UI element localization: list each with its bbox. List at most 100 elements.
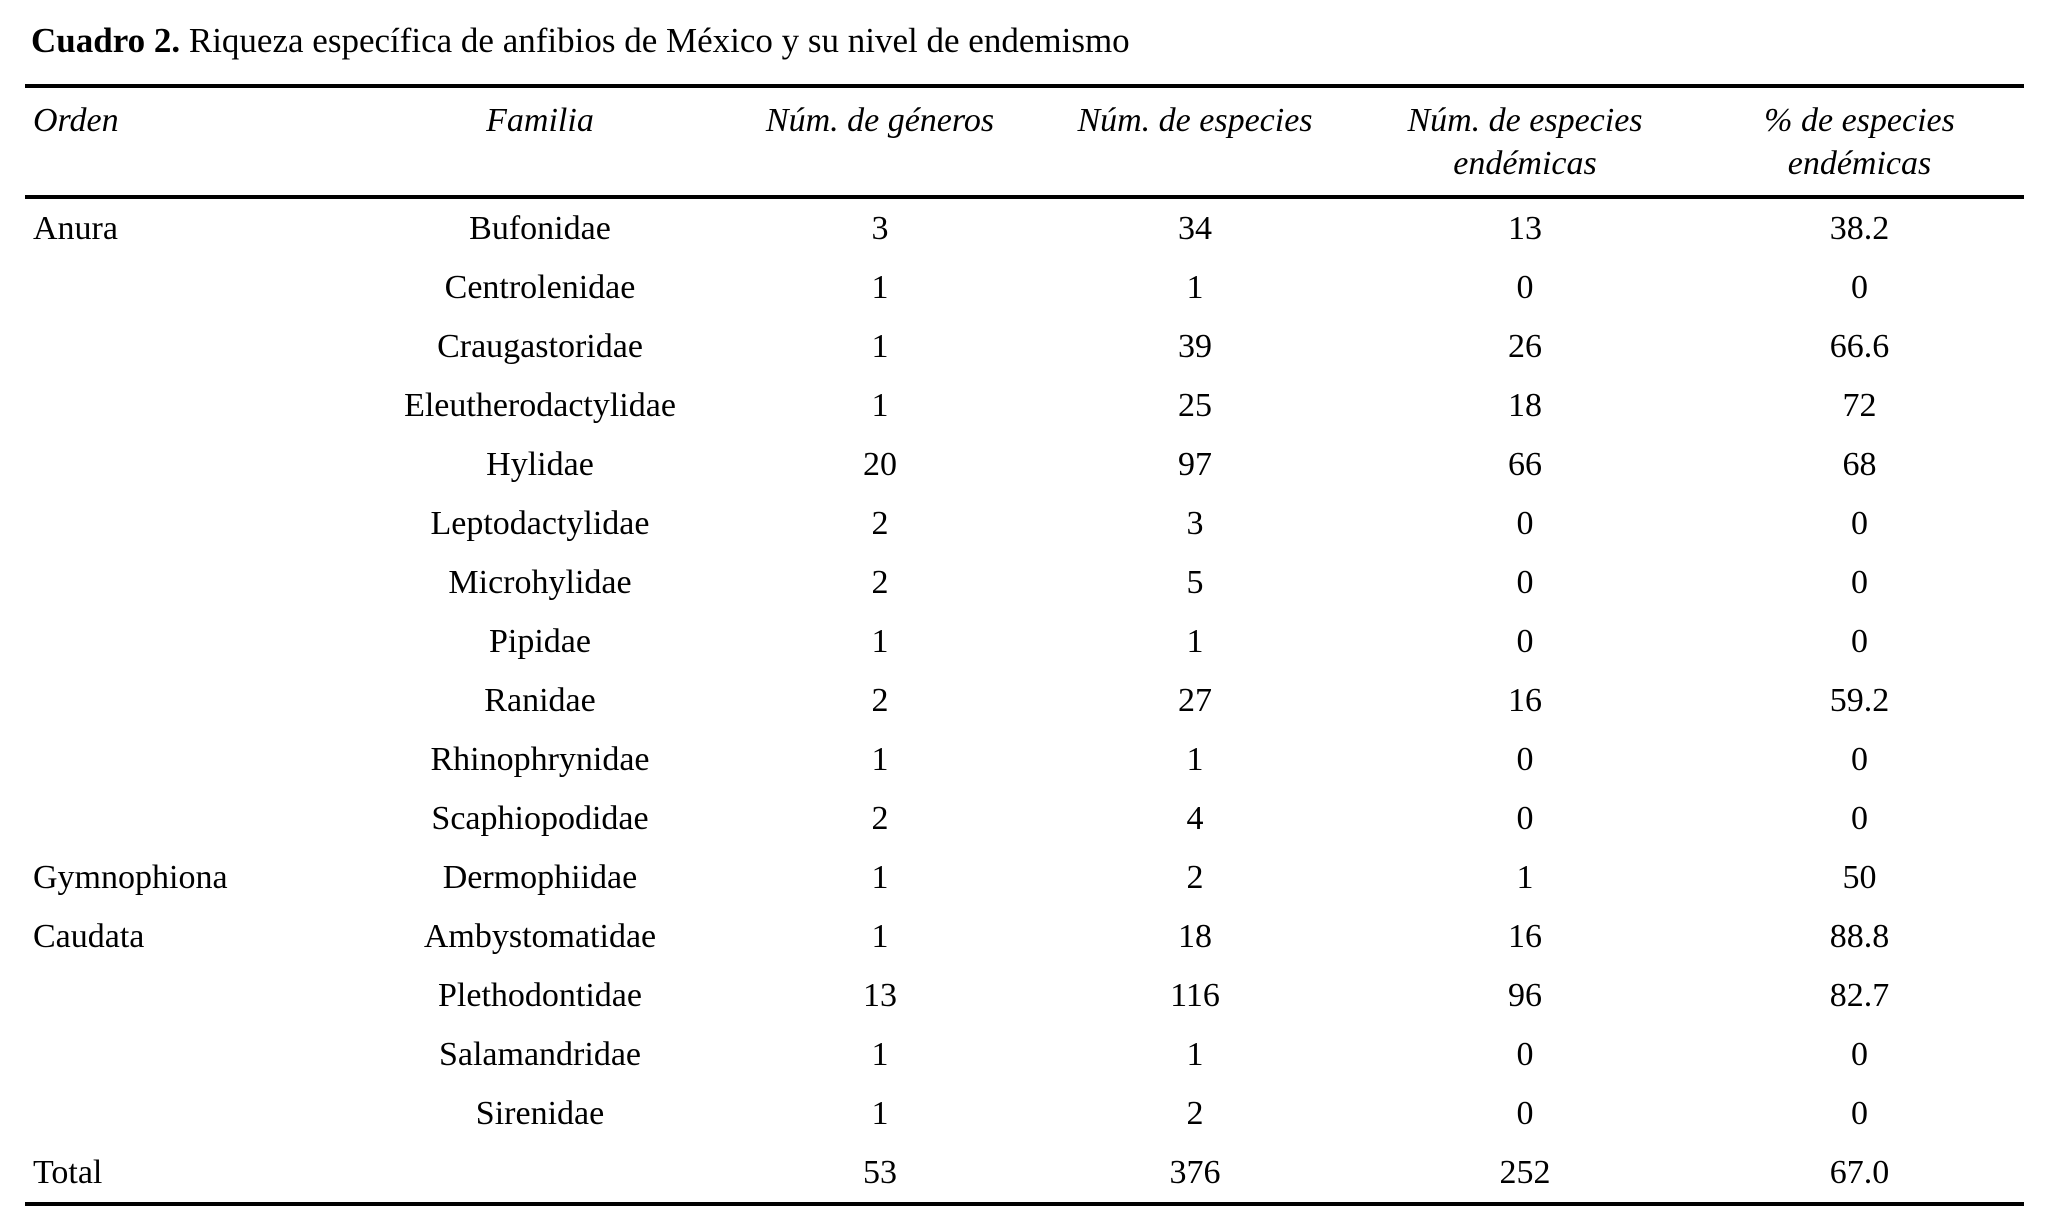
cell-pct: 0 [1851,1094,1868,1132]
cell-generos: 2 [871,504,889,542]
cell-orden [25,317,355,376]
cell-familia [355,1143,725,1204]
cell-orden [25,376,355,435]
cell-especies: 3 [1186,504,1204,542]
cell-especies: 25 [1178,386,1212,424]
cell-endemicas: 0 [1516,1094,1534,1132]
table-row: Microhylidae 2 5 0 0 [25,553,2024,612]
cell-generos: 2 [871,681,889,719]
cell-orden [25,730,355,789]
cell-especies: 376 [1169,1153,1221,1191]
column-header-especies: Núm. de especies [1035,86,1355,199]
cell-orden [25,671,355,730]
table-row: Centrolenidae 1 1 0 0 [25,258,2024,317]
cell-especies: 18 [1178,917,1212,955]
cell-generos: 1 [871,327,889,365]
table-row: Rhinophrynidae 1 1 0 0 [25,730,2024,789]
cell-orden: Gymnophiona [33,858,228,896]
cell-endemicas: 0 [1516,799,1534,837]
cell-especies: 97 [1178,445,1212,483]
table-row: Pipidae 1 1 0 0 [25,612,2024,671]
cell-endemicas: 1 [1516,858,1534,896]
table-row: Gymnophiona Dermophiidae 1 2 1 50 [25,848,2024,907]
cell-generos: 1 [871,740,889,778]
table-row: Hylidae 20 97 66 68 [25,435,2024,494]
cell-endemicas: 0 [1516,268,1534,306]
cell-especies: 1 [1186,268,1204,306]
table-caption-label: Cuadro 2. [31,21,181,60]
cell-pct: 67.0 [1829,1153,1890,1191]
cell-orden: Caudata [33,917,145,955]
cell-familia: Pipidae [489,622,591,660]
cell-pct: 50 [1842,858,1877,896]
cell-especies: 34 [1178,209,1212,247]
cell-orden [25,435,355,494]
cell-endemicas: 16 [1508,917,1542,955]
table-caption-text: Riqueza específica de anfibios de México… [180,21,1130,60]
cell-especies: 27 [1178,681,1212,719]
table-header: Orden Familia Núm. de géneros Núm. de es… [25,86,2024,199]
table-row: Ranidae 2 27 16 59.2 [25,671,2024,730]
cell-orden [25,553,355,612]
table-row: Eleutherodactylidae 1 25 18 72 [25,376,2024,435]
cell-orden [25,1084,355,1143]
cell-pct: 0 [1851,799,1868,837]
cell-familia: Sirenidae [475,1094,605,1132]
cell-pct: 88.8 [1829,917,1890,955]
cell-orden [25,789,355,848]
column-header-orden: Orden [25,86,355,199]
cell-familia: Centrolenidae [444,268,636,306]
cell-familia: Rhinophrynidae [430,740,650,778]
cell-especies: 4 [1186,799,1204,837]
cell-especies: 5 [1186,563,1204,601]
column-header-familia: Familia [355,86,725,199]
cell-familia: Microhylidae [448,563,632,601]
cell-especies: 2 [1186,858,1204,896]
cell-endemicas: 0 [1516,563,1534,601]
cell-familia: Leptodactylidae [430,504,650,542]
cell-orden: Total [33,1153,103,1191]
cell-familia: Bufonidae [469,209,611,247]
cell-generos: 1 [871,1035,889,1073]
cell-pct: 0 [1851,1035,1868,1073]
cell-generos: 1 [871,917,889,955]
cell-endemicas: 16 [1508,681,1542,719]
cell-orden [25,494,355,553]
cell-generos: 2 [871,799,889,837]
cell-orden [25,966,355,1025]
column-header-endemicas: Núm. de especies endémicas [1355,86,1695,199]
table-row: Total 53 376 252 67.0 [25,1143,2024,1204]
cell-endemicas: 0 [1516,740,1534,778]
cell-pct: 0 [1851,504,1868,542]
table-row: Caudata Ambystomatidae 1 18 16 88.8 [25,907,2024,966]
cell-endemicas: 0 [1516,1035,1534,1073]
cell-orden [25,1025,355,1084]
cell-pct: 38.2 [1829,209,1890,247]
cell-familia: Hylidae [486,445,594,483]
column-header-pct: % de especies endémicas [1695,86,2024,199]
cell-familia: Salamandridae [438,1035,642,1073]
cell-orden: Anura [33,209,118,247]
cell-pct: 68 [1842,445,1877,483]
cell-especies: 116 [1170,976,1220,1014]
table-row: Salamandridae 1 1 0 0 [25,1025,2024,1084]
table-row: Scaphiopodidae 2 4 0 0 [25,789,2024,848]
cell-especies: 39 [1178,327,1212,365]
cell-generos: 1 [871,1094,889,1132]
cell-generos: 2 [871,563,889,601]
cell-endemicas: 252 [1499,1153,1551,1191]
cell-endemicas: 0 [1516,622,1534,660]
table-row: Sirenidae 1 2 0 0 [25,1084,2024,1143]
header-row: Orden Familia Núm. de géneros Núm. de es… [25,86,2024,199]
cell-endemicas: 66 [1508,445,1542,483]
table-body: Anura Bufonidae 3 34 13 38.2 Centrolenidae 1 1 0 0… [25,197,2024,1204]
cell-especies: 1 [1186,1035,1204,1073]
cell-pct: 0 [1851,268,1868,306]
cell-familia: Craugastoridae [437,327,643,365]
cell-generos: 20 [863,445,897,483]
cell-orden [25,612,355,671]
table-caption: Cuadro 2. Riqueza específica de anfibios… [31,20,2024,84]
cell-familia: Ambystomatidae [423,917,657,955]
cell-familia: Plethodontidae [438,976,642,1014]
